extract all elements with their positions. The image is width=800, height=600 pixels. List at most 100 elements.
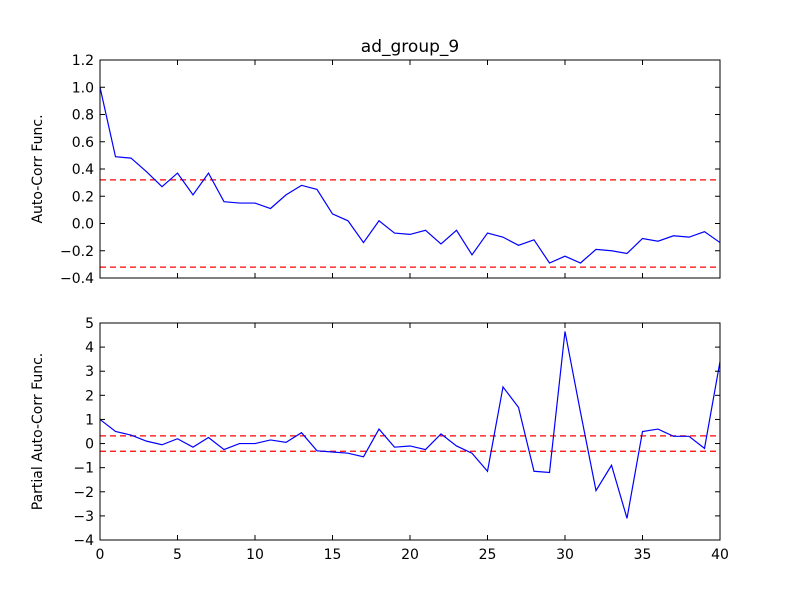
chart-title: ad_group_9 xyxy=(361,37,459,57)
data-point xyxy=(207,436,210,439)
data-point xyxy=(238,202,241,205)
x-tick-label: 35 xyxy=(634,547,652,563)
data-point xyxy=(688,236,691,239)
data-point xyxy=(316,449,319,452)
x-tick-label: 40 xyxy=(711,547,729,563)
data-point xyxy=(347,219,350,222)
data-point xyxy=(130,157,133,160)
y-tick-label: 1 xyxy=(85,412,94,428)
y-tick-label: 5 xyxy=(85,316,94,332)
data-point xyxy=(703,230,706,233)
y-tick-label: −0.4 xyxy=(60,271,94,287)
data-point xyxy=(502,236,505,239)
data-point xyxy=(300,431,303,434)
data-point xyxy=(254,202,257,205)
data-point xyxy=(223,448,226,451)
y-tick-label: 2 xyxy=(85,388,94,404)
y-tick-label: −3 xyxy=(73,509,94,525)
y-tick-label: 3 xyxy=(85,364,94,380)
data-point xyxy=(331,212,334,215)
data-point xyxy=(595,489,598,492)
data-point xyxy=(130,434,133,437)
y-axis-label: Auto-Corr Func. xyxy=(30,114,46,223)
data-point xyxy=(471,452,474,455)
data-point xyxy=(579,262,582,265)
data-point xyxy=(579,411,582,414)
x-tick-label: 15 xyxy=(324,547,342,563)
data-point xyxy=(486,470,489,473)
data-point xyxy=(641,237,644,240)
y-tick-label: 4 xyxy=(85,340,94,356)
data-point xyxy=(145,440,148,443)
data-point xyxy=(564,330,567,333)
x-tick-label: 20 xyxy=(401,547,419,563)
data-point xyxy=(161,185,164,188)
data-point xyxy=(378,428,381,431)
x-tick-label: 5 xyxy=(173,547,182,563)
data-point xyxy=(269,438,272,441)
data-point xyxy=(610,249,613,252)
data-point xyxy=(145,170,148,173)
data-point xyxy=(409,444,412,447)
data-point xyxy=(254,442,257,445)
data-point xyxy=(610,464,613,467)
data-point xyxy=(300,184,303,187)
data-point xyxy=(548,471,551,474)
y-axis-label: Partial Auto-Corr Func. xyxy=(30,353,46,511)
x-tick-label: 30 xyxy=(556,547,574,563)
data-point xyxy=(533,238,536,241)
data-point xyxy=(176,437,179,440)
data-point xyxy=(192,193,195,196)
data-point xyxy=(316,188,319,191)
data-point xyxy=(424,229,427,232)
data-point xyxy=(657,428,660,431)
data-point xyxy=(455,444,458,447)
y-tick-label: −1 xyxy=(73,461,94,477)
data-point xyxy=(238,442,241,445)
pacf-axes: 0 5 10 15 20 25 30 35 40 −4 −3 −2 −1 0 1 2 3 4 5 Partial Au… xyxy=(30,316,729,563)
y-tick-label: 1.2 xyxy=(72,53,94,69)
y-tick-label: 1.0 xyxy=(72,80,94,96)
data-point xyxy=(502,385,505,388)
x-tick-label: 0 xyxy=(96,547,105,563)
data-point xyxy=(362,455,365,458)
data-point xyxy=(114,430,117,433)
data-point xyxy=(595,248,598,251)
data-point xyxy=(176,172,179,175)
series-line xyxy=(99,87,721,264)
data-point xyxy=(378,219,381,222)
data-point xyxy=(455,229,458,232)
data-point xyxy=(672,435,675,438)
data-point xyxy=(393,446,396,449)
data-point xyxy=(641,430,644,433)
data-point xyxy=(471,253,474,256)
data-point xyxy=(424,448,427,451)
data-point xyxy=(285,193,288,196)
data-point xyxy=(269,207,272,210)
data-point xyxy=(657,240,660,243)
y-tick-label: 0.0 xyxy=(72,217,94,233)
data-point xyxy=(440,242,443,245)
series-line xyxy=(99,331,721,519)
data-point xyxy=(207,172,210,175)
data-point xyxy=(564,255,567,258)
data-point xyxy=(688,435,691,438)
data-point xyxy=(440,432,443,435)
y-tick-label: 0.6 xyxy=(72,135,94,151)
data-point xyxy=(703,447,706,450)
x-tick-label: 10 xyxy=(246,547,264,563)
y-tick-label: 0 xyxy=(85,437,94,453)
x-tick-label: 25 xyxy=(479,547,497,563)
data-point xyxy=(486,232,489,235)
data-point xyxy=(114,155,117,158)
y-tick-label: 0.2 xyxy=(72,189,94,205)
data-point xyxy=(626,517,629,520)
y-tick-label: 0.4 xyxy=(72,162,94,178)
axes-frame xyxy=(99,322,721,541)
data-point xyxy=(192,446,195,449)
data-point xyxy=(285,441,288,444)
y-tick-label: 0.8 xyxy=(72,108,94,124)
data-point xyxy=(161,443,164,446)
data-point xyxy=(223,200,226,203)
